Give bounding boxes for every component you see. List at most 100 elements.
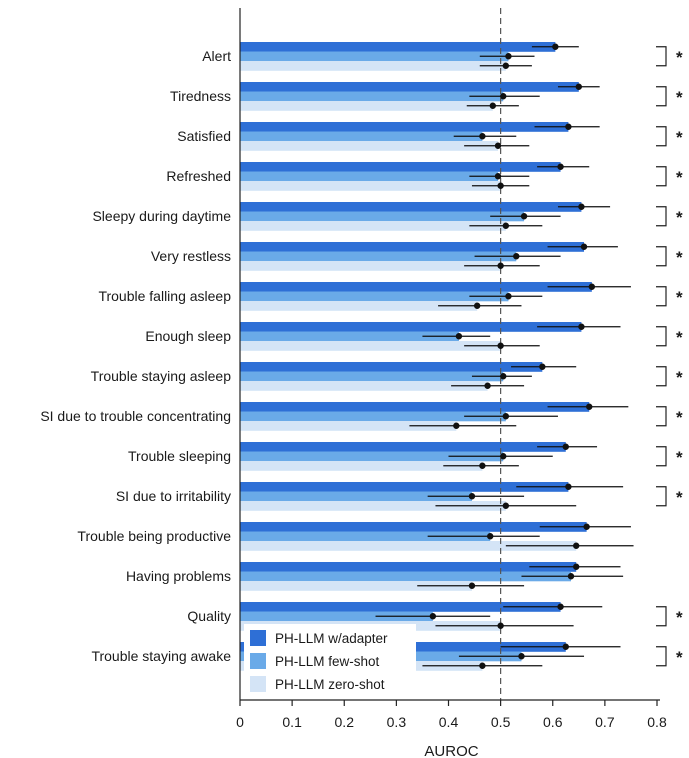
point-estimate <box>567 573 575 580</box>
bar-adapter <box>240 522 587 532</box>
category-label: SI due to irritability <box>116 488 231 504</box>
x-axis: AUROC 0 0.1 0.2 0.3 0.4 0.5 0.6 0.7 0.8 <box>236 8 667 758</box>
point-estimate <box>489 102 497 109</box>
significance-star: * <box>676 128 683 147</box>
bar-zero-shot <box>240 381 488 391</box>
point-estimate <box>580 243 588 250</box>
point-estimate <box>468 582 476 589</box>
category-label: Trouble staying awake <box>91 648 231 664</box>
bar-adapter <box>240 242 585 252</box>
category-label: Having problems <box>126 568 231 584</box>
significance-bracket <box>656 366 667 387</box>
category-label: Trouble sleeping <box>128 448 231 464</box>
legend-background <box>244 624 416 696</box>
bar-adapter <box>240 602 561 612</box>
point-estimate <box>502 222 510 229</box>
bar-adapter <box>240 362 543 372</box>
bar-few-shot <box>240 91 504 102</box>
significance-bracket <box>656 86 667 107</box>
point-estimate <box>562 643 569 650</box>
point-estimate <box>487 533 494 540</box>
bar-zero-shot <box>240 581 472 591</box>
point-estimate <box>502 502 510 509</box>
bar-zero-shot <box>240 61 506 71</box>
bar-few-shot <box>240 451 504 462</box>
legend: PH-LLM w/adapter PH-LLM few-shot PH-LLM … <box>244 624 416 696</box>
point-estimate <box>552 43 559 50</box>
point-estimate <box>500 373 507 380</box>
bar-zero-shot <box>240 181 501 191</box>
point-estimate <box>565 123 572 130</box>
point-estimate <box>520 213 528 220</box>
bar-adapter <box>240 162 561 172</box>
error-bars-layer <box>375 43 634 669</box>
point-estimate <box>575 83 583 90</box>
bar-adapter <box>240 482 569 492</box>
point-estimate <box>500 453 507 460</box>
point-estimate <box>497 342 504 349</box>
point-estimate <box>578 323 585 330</box>
point-estimate <box>573 563 580 570</box>
category-label: Trouble being productive <box>77 528 231 544</box>
bar-adapter <box>240 202 582 212</box>
point-estimate <box>565 483 572 490</box>
x-tick-label: 0.6 <box>543 714 563 730</box>
significance-bracket <box>656 286 667 307</box>
significance-star: * <box>676 648 683 667</box>
bar-few-shot <box>240 531 491 542</box>
bar-zero-shot <box>240 541 577 551</box>
bar-adapter <box>240 402 590 412</box>
point-estimate <box>557 163 564 170</box>
legend-label-few-shot: PH-LLM few-shot <box>275 654 380 669</box>
significance-bracket <box>656 646 667 667</box>
significance-star: * <box>676 608 683 627</box>
point-estimate <box>588 283 596 290</box>
category-label: Trouble staying asleep <box>91 368 232 384</box>
significance-star: * <box>676 288 683 307</box>
point-estimate <box>513 253 520 260</box>
bar-few-shot <box>240 251 517 262</box>
x-tick-label: 0.5 <box>491 714 511 730</box>
significance-star: * <box>676 448 683 467</box>
category-label: Refreshed <box>166 168 231 184</box>
point-estimate <box>494 173 502 180</box>
point-estimate <box>502 62 510 69</box>
category-labels-layer: Alert Tiredness Satisfied Refreshed Sleepy d… <box>40 48 231 664</box>
x-tick-label: 0.7 <box>595 714 615 730</box>
significance-star: * <box>676 408 683 427</box>
significance-bracket <box>656 206 667 227</box>
x-tick-label: 0.4 <box>439 714 459 730</box>
point-estimate <box>453 422 460 429</box>
significance-star: * <box>676 208 683 227</box>
x-tick-label: 0.8 <box>647 714 667 730</box>
point-estimate <box>497 622 504 629</box>
significance-bracket <box>656 126 667 147</box>
bar-few-shot <box>240 491 472 502</box>
point-estimate <box>479 462 486 469</box>
significance-star: * <box>676 48 683 67</box>
point-estimate <box>583 523 590 530</box>
bar-zero-shot <box>240 221 506 231</box>
bar-zero-shot <box>240 101 493 111</box>
bar-adapter <box>240 562 577 572</box>
significance-layer: * * * * * * * * * * * * * * <box>656 46 683 667</box>
bar-few-shot <box>240 291 509 302</box>
point-estimate <box>494 142 502 149</box>
x-tick-label: 0.2 <box>335 714 355 730</box>
category-label: Satisfied <box>177 128 231 144</box>
point-estimate <box>573 542 580 549</box>
bar-zero-shot <box>240 141 499 151</box>
legend-label-zero-shot: PH-LLM zero-shot <box>275 677 385 692</box>
bar-adapter <box>240 122 569 132</box>
category-label: SI due to trouble concentrating <box>40 408 231 424</box>
legend-swatch-adapter <box>250 630 266 646</box>
significance-star: * <box>676 368 683 387</box>
category-label: Sleepy during daytime <box>92 208 231 224</box>
bar-zero-shot <box>240 421 457 431</box>
bar-few-shot <box>240 411 506 422</box>
bar-few-shot <box>240 331 459 342</box>
point-estimate <box>505 293 512 300</box>
significance-star: * <box>676 88 683 107</box>
bar-few-shot <box>240 571 571 582</box>
significance-bracket <box>656 606 667 627</box>
